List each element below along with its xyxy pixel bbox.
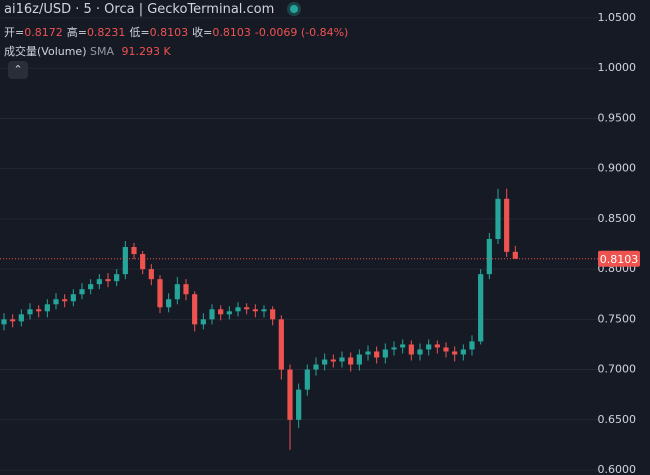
- ohlc-line: 开=0.8172 高=0.8231 低=0.8103 收=0.8103 -0.0069 …: [4, 24, 348, 40]
- candle-body: [278, 319, 284, 370]
- candle-body: [96, 279, 102, 285]
- candle-body: [166, 299, 172, 308]
- ohlc-label: 收=: [192, 26, 213, 39]
- ohlc-label: 低=: [129, 26, 150, 39]
- ohlc-label: 开=: [4, 26, 25, 39]
- ohlc-value: 0.8103: [212, 26, 251, 39]
- candle-body: [486, 238, 492, 275]
- candle-body: [70, 294, 76, 302]
- volume-value: 91.293 K: [121, 45, 171, 58]
- y-tick-label: 1.0000: [598, 61, 637, 74]
- y-tick-label: 0.9500: [598, 111, 637, 124]
- candle-body: [192, 294, 198, 325]
- symbol-line: ai16z/USD · 5 · Orca | GeckoTerminal.com: [4, 2, 299, 17]
- y-tick-label: 0.9000: [598, 162, 637, 175]
- candle-body: [296, 389, 302, 420]
- candle-body: [322, 359, 328, 365]
- candle-body: [365, 351, 371, 355]
- candle-body: [235, 307, 241, 312]
- candle-body: [10, 319, 16, 322]
- y-tick-label: 0.6000: [598, 463, 637, 475]
- candle-body: [114, 274, 120, 282]
- candle-body: [460, 349, 466, 355]
- y-tick-label: 0.7500: [598, 312, 637, 325]
- candle-body: [62, 299, 68, 302]
- candle-body: [27, 309, 33, 315]
- candle-body: [426, 344, 432, 350]
- candle-body: [330, 359, 336, 362]
- candle-body: [131, 247, 137, 255]
- candle-body: [218, 309, 224, 315]
- candle-body: [44, 304, 50, 312]
- candle-body: [252, 309, 258, 312]
- candle-body: [122, 247, 128, 275]
- status-dot: [290, 5, 299, 13]
- candle-body: [512, 251, 518, 259]
- candle-body: [1, 319, 7, 325]
- candle-body: [504, 198, 510, 252]
- candle-body: [339, 357, 345, 362]
- candle-body: [287, 369, 293, 420]
- candle-body: [79, 289, 85, 295]
- candle-body: [244, 307, 250, 310]
- candle-body: [382, 349, 388, 358]
- candle-body: [226, 311, 232, 315]
- candle-body: [434, 344, 440, 348]
- ohlc-label: 高=: [66, 26, 87, 39]
- candle-body: [88, 284, 94, 290]
- ohlc-value: 0.8231: [86, 26, 126, 39]
- candle-body: [53, 299, 59, 305]
- candle-body: [478, 274, 484, 342]
- candle-body: [391, 347, 397, 350]
- volume-label: 成交量(Volume): [4, 45, 87, 58]
- candle-body: [148, 269, 154, 280]
- candle-body: [183, 284, 189, 295]
- y-tick-label: 1.0500: [598, 11, 637, 24]
- last-price-label: 0.8103: [600, 253, 639, 266]
- y-tick-label: 0.8500: [598, 212, 637, 225]
- candle-body: [140, 254, 146, 270]
- candle-body: [356, 354, 362, 365]
- candle-body: [408, 344, 414, 355]
- candle-body: [270, 309, 276, 320]
- candle-body: [313, 364, 319, 370]
- y-tick-label: 0.7000: [598, 363, 637, 376]
- symbol-title: ai16z/USD · 5 · Orca | GeckoTerminal.com: [4, 2, 275, 17]
- y-tick-label: 0.6500: [598, 413, 637, 426]
- candle-body: [157, 279, 163, 308]
- collapse-button[interactable]: ⌃: [8, 61, 28, 79]
- ohlc-value: 0.8172: [24, 26, 63, 39]
- candle-body: [374, 351, 380, 358]
- candle-body: [261, 309, 267, 312]
- candle-body: [348, 357, 354, 365]
- sma-label: SMA: [90, 45, 114, 58]
- ohlc-value: 0.8103: [149, 26, 189, 39]
- candle-body: [443, 347, 449, 352]
- volume-line: 成交量(Volume) SMA 91.293 K: [4, 43, 171, 59]
- candle-body: [200, 319, 206, 325]
- candle-body: [18, 314, 24, 322]
- candle-body: [400, 344, 406, 348]
- candle-body: [36, 309, 42, 312]
- last-price-tag: [598, 250, 640, 267]
- candle-body: [174, 284, 180, 300]
- candle-body: [495, 198, 501, 239]
- candle-body: [304, 369, 310, 390]
- candle-body: [105, 279, 111, 282]
- candle-body: [469, 341, 475, 350]
- candle-body: [417, 349, 423, 355]
- candle-body: [452, 351, 458, 355]
- candle-body: [209, 309, 215, 320]
- change-value: -0.0069 (-0.84%): [254, 26, 349, 39]
